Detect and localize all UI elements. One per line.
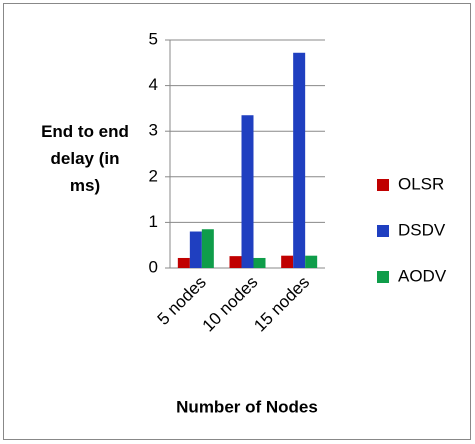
bar (229, 256, 242, 268)
legend-swatch (377, 225, 389, 237)
bar (177, 257, 190, 268)
legend-swatch (377, 271, 389, 283)
chart-border (3, 3, 471, 440)
y-axis-title: End to end delay (in ms) (41, 122, 129, 195)
legend-label: OLSR (398, 174, 444, 193)
bar (253, 257, 266, 268)
y-tick-label: 2 (149, 166, 158, 185)
y-tick-label: 3 (149, 121, 158, 140)
y-tick-label: 4 (149, 75, 158, 94)
bar (305, 255, 318, 268)
y-tick-label: 5 (149, 29, 158, 48)
legend-label: DSDV (398, 220, 446, 239)
y-tick-label: 0 (149, 257, 158, 276)
legend-swatch (377, 179, 389, 191)
bar (241, 115, 254, 269)
y-tick-label: 1 (149, 212, 158, 231)
bar (201, 229, 214, 268)
bar (281, 255, 294, 268)
x-axis-title: Number of Nodes (176, 397, 318, 416)
bar (189, 231, 202, 268)
bar (293, 52, 306, 268)
legend-label: AODV (398, 266, 447, 285)
